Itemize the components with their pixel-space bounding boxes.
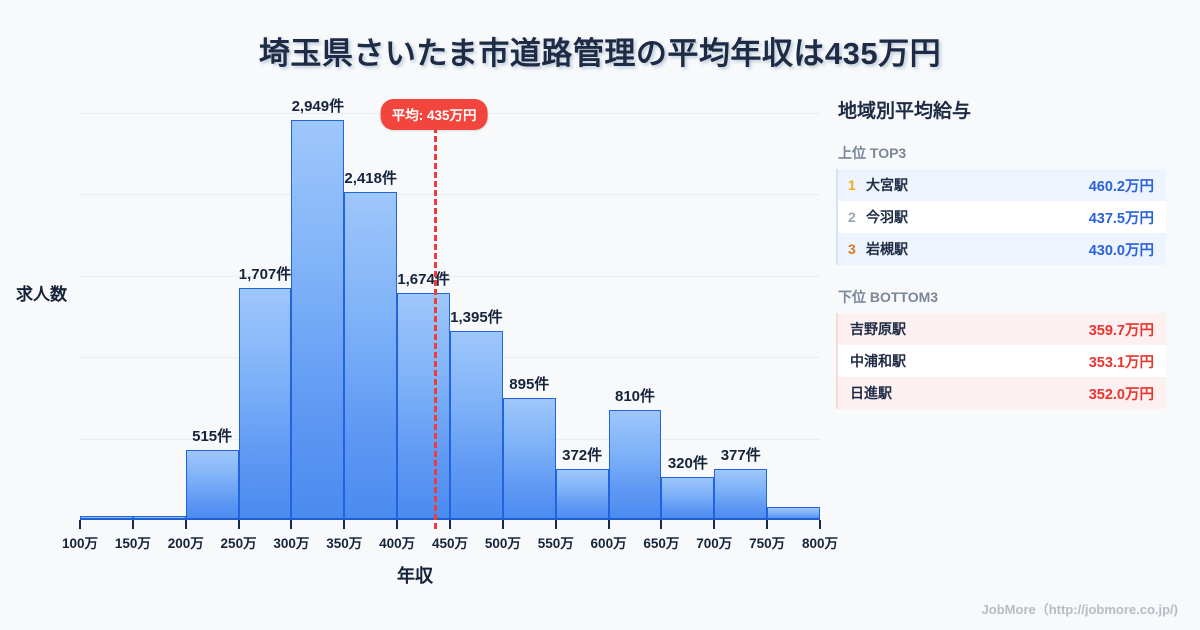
x-tick-label: 200万 — [167, 536, 204, 551]
regional-salary-panel: 地域別平均給与 上位 TOP3 1 大宮駅 460.2万円 2 今羽駅 437.5万円 3 岩… — [836, 96, 1166, 431]
x-tick-label: 250万 — [220, 536, 257, 551]
bar — [714, 468, 768, 520]
y-axis-title: 求人数 — [16, 285, 67, 304]
top3-table: 1 大宮駅 460.2万円 2 今羽駅 437.5万円 3 岩槻駅 430.0万円 — [836, 169, 1166, 265]
bar-series: 515件 1,707件 2,949件 2,418件 1,674件 1,395件 895件 37… — [80, 98, 820, 520]
bar — [661, 476, 715, 520]
bar-value-label: 377件 — [720, 446, 761, 464]
x-tick — [554, 520, 557, 529]
bar — [344, 191, 398, 520]
x-tick — [343, 520, 346, 529]
x-tick-label: 500万 — [484, 536, 521, 551]
x-tick — [819, 520, 821, 529]
rank-row[interactable]: 2 今羽駅 437.5万円 — [838, 201, 1166, 233]
x-tick-label: 700万 — [696, 536, 733, 551]
x-tick — [184, 520, 187, 529]
average-line — [434, 127, 438, 529]
x-tick — [607, 520, 610, 529]
bar-value-label: 2,949件 — [291, 97, 345, 115]
x-tick — [501, 520, 504, 529]
bar-value-label: 1,674件 — [397, 270, 450, 288]
x-tick — [713, 520, 716, 529]
station-salary: 353.1万円 — [1088, 354, 1154, 371]
rank-row[interactable]: 1 大宮駅 460.2万円 — [838, 169, 1166, 201]
bar-value-label: 2,418件 — [344, 169, 397, 187]
x-tick — [131, 520, 134, 529]
bar-value-label: 1,707件 — [238, 266, 292, 284]
gridline-2400 — [80, 194, 820, 196]
bar — [502, 398, 556, 520]
rank-row[interactable]: 3 岩槻駅 430.0万円 — [838, 233, 1166, 265]
bottom3-table: 吉野原駅 359.7万円中浦和駅 353.1万円日進駅 352.0万円 — [836, 313, 1166, 409]
x-tick-label: 800万 — [801, 536, 839, 551]
bar-value-label: 1,395件 — [450, 308, 503, 326]
x-axis-line — [80, 518, 820, 520]
x-tick — [396, 520, 399, 529]
bar — [555, 469, 609, 520]
station-name: 中浦和駅 — [850, 353, 906, 369]
station-salary: 430.0万円 — [1088, 242, 1154, 259]
bar — [450, 330, 503, 520]
x-tick-label: 100万 — [61, 536, 99, 551]
station-name: 岩槻駅 — [866, 241, 908, 257]
station-salary: 460.2万円 — [1088, 178, 1154, 195]
bar-value-label: 372件 — [562, 447, 603, 465]
station-name: 今羽駅 — [866, 209, 908, 225]
rank-number: 2 — [848, 209, 856, 225]
bottom3-group-label: 下位 BOTTOM3 — [838, 289, 939, 305]
bar-value-label: 810件 — [614, 388, 656, 405]
x-tick-label: 750万 — [749, 536, 786, 551]
bar-value-label: 895件 — [509, 376, 550, 394]
footer-attribution: JobMore（http://jobmore.co.jp/) — [981, 602, 1178, 617]
page-title: 埼玉県さいたま市道路管理の平均年収は435万円 — [258, 36, 942, 71]
rank-number: 3 — [848, 241, 856, 257]
x-tick — [237, 520, 240, 529]
bar — [608, 410, 662, 520]
sidebar-heading: 地域別平均給与 — [838, 101, 972, 122]
x-tick-label: 350万 — [326, 536, 363, 551]
x-tick — [766, 520, 769, 529]
x-tick — [290, 520, 293, 529]
bar-value-label: 515件 — [192, 428, 233, 446]
bar — [291, 119, 345, 520]
station-salary: 437.5万円 — [1088, 210, 1154, 227]
station-name: 日進駅 — [850, 385, 892, 401]
x-tick-label: 400万 — [379, 536, 416, 551]
x-tick — [449, 520, 451, 529]
station-salary: 359.7万円 — [1088, 322, 1154, 339]
average-badge: 平均: 435万円 — [380, 99, 488, 130]
x-tick-label: 450万 — [431, 536, 469, 551]
x-tick-label: 600万 — [590, 536, 627, 551]
bar — [238, 288, 292, 520]
gridline-1800 — [80, 275, 820, 277]
station-name: 吉野原駅 — [850, 321, 906, 337]
x-tick-label: 650万 — [643, 536, 680, 551]
x-tick-label: 300万 — [273, 536, 310, 551]
bar — [397, 292, 450, 520]
bar-value-label: 320件 — [667, 454, 708, 472]
rank-row[interactable]: 吉野原駅 359.7万円 — [838, 313, 1166, 345]
x-tick-label: 550万 — [537, 536, 574, 551]
top3-group-label: 上位 TOP3 — [838, 145, 907, 161]
bar — [767, 507, 820, 520]
rank-row[interactable]: 日進駅 352.0万円 — [838, 377, 1166, 409]
x-tick-label: 150万 — [114, 536, 151, 551]
station-name: 大宮駅 — [866, 177, 908, 193]
bar — [185, 450, 239, 520]
x-axis-ticks: 100万 150万 200万 250万 300万 350万 400万 450万 500万 550万… — [62, 520, 838, 560]
x-tick — [660, 520, 663, 529]
histogram-chart: 求人数 515件 1,707件 2,949件 2,418件 1,674件 1,395件 89… — [0, 90, 838, 590]
rank-row[interactable]: 中浦和駅 353.1万円 — [838, 345, 1166, 377]
x-tick — [79, 520, 81, 529]
rank-number: 1 — [848, 177, 856, 193]
x-axis-title: 年収 — [397, 566, 433, 586]
station-salary: 352.0万円 — [1088, 386, 1154, 403]
plot-area: 515件 1,707件 2,949件 2,418件 1,674件 1,395件 895件 37… — [80, 98, 820, 529]
